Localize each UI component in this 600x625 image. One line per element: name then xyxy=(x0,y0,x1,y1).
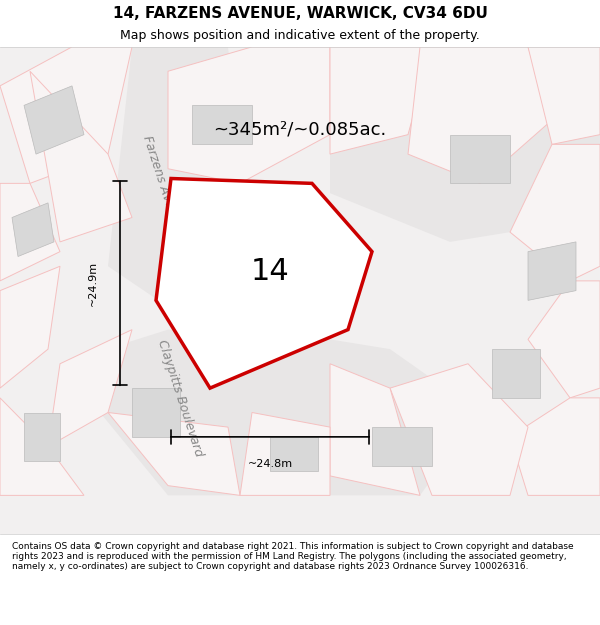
Polygon shape xyxy=(528,242,576,301)
Polygon shape xyxy=(528,281,600,398)
Polygon shape xyxy=(108,47,252,315)
Polygon shape xyxy=(108,412,240,496)
Polygon shape xyxy=(132,388,180,437)
Polygon shape xyxy=(24,412,60,461)
Polygon shape xyxy=(0,47,132,183)
Polygon shape xyxy=(408,47,552,183)
Polygon shape xyxy=(210,232,288,281)
Polygon shape xyxy=(0,266,60,388)
Polygon shape xyxy=(510,398,600,496)
Polygon shape xyxy=(30,71,132,242)
Text: Claypitts Boulevard: Claypitts Boulevard xyxy=(155,338,205,458)
Polygon shape xyxy=(450,134,510,183)
Text: ~345m²/~0.085ac.: ~345m²/~0.085ac. xyxy=(214,121,386,139)
Polygon shape xyxy=(240,412,330,496)
Text: Map shows position and indicative extent of the property.: Map shows position and indicative extent… xyxy=(120,29,480,42)
Text: Contains OS data © Crown copyright and database right 2021. This information is : Contains OS data © Crown copyright and d… xyxy=(12,542,574,571)
Polygon shape xyxy=(192,106,252,144)
Polygon shape xyxy=(12,203,54,256)
Text: Farzens Avenue: Farzens Avenue xyxy=(140,134,184,233)
Polygon shape xyxy=(330,364,420,496)
Polygon shape xyxy=(390,364,528,496)
Polygon shape xyxy=(372,427,432,466)
Polygon shape xyxy=(330,47,600,242)
Polygon shape xyxy=(156,179,372,388)
Text: ~24.8m: ~24.8m xyxy=(247,459,293,469)
Polygon shape xyxy=(0,183,60,281)
Polygon shape xyxy=(240,315,300,349)
Text: ~24.9m: ~24.9m xyxy=(88,261,98,306)
Polygon shape xyxy=(492,349,540,398)
Text: 14: 14 xyxy=(251,257,289,286)
Polygon shape xyxy=(330,47,432,154)
Polygon shape xyxy=(510,144,600,281)
Polygon shape xyxy=(168,47,330,183)
Polygon shape xyxy=(48,329,132,447)
Polygon shape xyxy=(60,329,480,496)
Text: 14, FARZENS AVENUE, WARWICK, CV34 6DU: 14, FARZENS AVENUE, WARWICK, CV34 6DU xyxy=(113,6,487,21)
Polygon shape xyxy=(0,398,84,496)
Polygon shape xyxy=(270,437,318,471)
Polygon shape xyxy=(24,86,84,154)
Polygon shape xyxy=(528,47,600,144)
